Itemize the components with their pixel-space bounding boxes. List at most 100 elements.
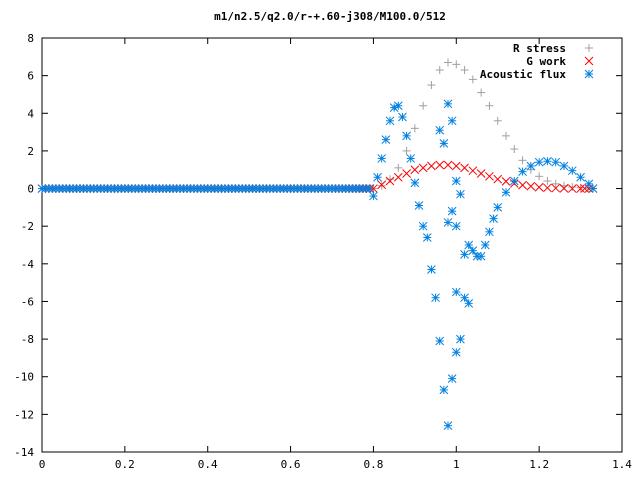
legend-label: G work bbox=[526, 55, 566, 68]
y-tick-label: -4 bbox=[21, 258, 35, 271]
data-point bbox=[456, 334, 465, 344]
data-point bbox=[377, 154, 387, 163]
data-point bbox=[443, 160, 453, 170]
data-point bbox=[418, 221, 428, 231]
x-tick-label: 0.4 bbox=[198, 458, 218, 471]
data-point bbox=[444, 58, 452, 67]
data-point bbox=[443, 218, 453, 227]
data-point bbox=[427, 265, 436, 274]
data-point bbox=[451, 176, 461, 186]
data-point bbox=[447, 116, 457, 126]
data-point bbox=[447, 374, 457, 383]
data-point bbox=[451, 347, 461, 357]
data-point bbox=[456, 189, 465, 199]
data-point bbox=[451, 221, 461, 231]
plot-area bbox=[37, 58, 598, 431]
x-tick-label: 0.6 bbox=[281, 458, 301, 471]
data-point bbox=[559, 161, 569, 171]
y-tick-label: 8 bbox=[27, 32, 34, 45]
chart-title: m1/n2.5/q2.0/r-+.60-j308/M100.0/512 bbox=[214, 10, 446, 23]
data-point bbox=[447, 206, 457, 216]
data-point bbox=[393, 172, 403, 182]
data-point bbox=[493, 116, 502, 125]
data-point bbox=[460, 163, 469, 173]
data-point bbox=[431, 293, 440, 303]
legend-label: R stress bbox=[513, 42, 566, 55]
data-point bbox=[451, 287, 461, 297]
data-point bbox=[476, 251, 486, 261]
data-point bbox=[385, 176, 395, 186]
data-point bbox=[501, 187, 511, 197]
data-point bbox=[567, 184, 577, 193]
y-tick-label: 0 bbox=[27, 183, 34, 196]
data-point bbox=[377, 181, 386, 190]
data-point bbox=[551, 179, 560, 188]
x-tick-label: 1.2 bbox=[529, 458, 549, 471]
data-point bbox=[427, 81, 436, 90]
data-point bbox=[460, 250, 469, 259]
y-tick-label: -8 bbox=[21, 333, 34, 346]
data-point bbox=[435, 336, 445, 346]
data-point bbox=[502, 131, 510, 140]
data-point bbox=[435, 65, 444, 74]
data-point bbox=[543, 183, 552, 193]
x-tick-label: 0.2 bbox=[115, 458, 135, 471]
data-point bbox=[439, 139, 449, 148]
data-point bbox=[510, 145, 519, 154]
x-axis: 0 0.2 0.4 0.6 0.8 1 1.2 1.4 bbox=[39, 38, 632, 471]
data-point bbox=[460, 293, 469, 303]
data-point bbox=[406, 154, 416, 163]
data-point bbox=[369, 191, 378, 201]
data-point bbox=[551, 157, 561, 167]
data-point bbox=[568, 183, 577, 192]
data-point bbox=[364, 184, 374, 193]
data-point bbox=[435, 125, 445, 135]
data-point bbox=[468, 75, 477, 84]
data-point bbox=[435, 160, 445, 170]
data-point bbox=[385, 116, 395, 126]
data-point bbox=[534, 157, 544, 167]
data-point bbox=[452, 60, 461, 69]
x-tick-label: 1.4 bbox=[612, 458, 632, 471]
y-tick-label: -14 bbox=[14, 446, 34, 459]
data-point bbox=[468, 246, 478, 255]
data-point bbox=[485, 101, 494, 110]
data-point bbox=[493, 203, 503, 212]
y-axis: -14 -12 -10 -8 -6 -4 -2 0 2 4 6 8 bbox=[14, 32, 622, 459]
y-tick-label: 4 bbox=[27, 107, 34, 120]
data-point bbox=[373, 172, 382, 182]
data-point bbox=[419, 101, 428, 110]
data-point bbox=[501, 177, 511, 186]
data-point bbox=[393, 101, 403, 111]
data-point bbox=[451, 161, 461, 171]
data-point bbox=[535, 172, 544, 181]
data-point bbox=[394, 163, 403, 172]
data-point bbox=[576, 184, 585, 193]
data-point bbox=[414, 201, 424, 210]
data-point bbox=[439, 385, 449, 395]
data-point bbox=[477, 88, 486, 97]
data-point bbox=[518, 167, 527, 176]
legend-label: Acoustic flux bbox=[480, 68, 566, 81]
data-point bbox=[398, 112, 407, 122]
data-point bbox=[468, 166, 478, 176]
data-point bbox=[464, 298, 474, 308]
data-point bbox=[460, 65, 469, 74]
data-point bbox=[369, 184, 378, 193]
y-tick-label: 2 bbox=[27, 145, 34, 158]
data-point bbox=[576, 172, 585, 182]
data-point bbox=[476, 169, 486, 178]
data-point bbox=[386, 175, 394, 184]
data-point bbox=[418, 163, 428, 173]
data-point bbox=[526, 181, 536, 191]
data-point bbox=[526, 161, 536, 171]
x-tick-label: 0.8 bbox=[363, 458, 383, 471]
data-point bbox=[576, 183, 585, 192]
data-point bbox=[485, 171, 494, 181]
x-tick-label: 0 bbox=[39, 458, 46, 471]
data-point bbox=[567, 166, 577, 176]
data-point bbox=[381, 135, 391, 144]
data-point bbox=[402, 131, 411, 141]
